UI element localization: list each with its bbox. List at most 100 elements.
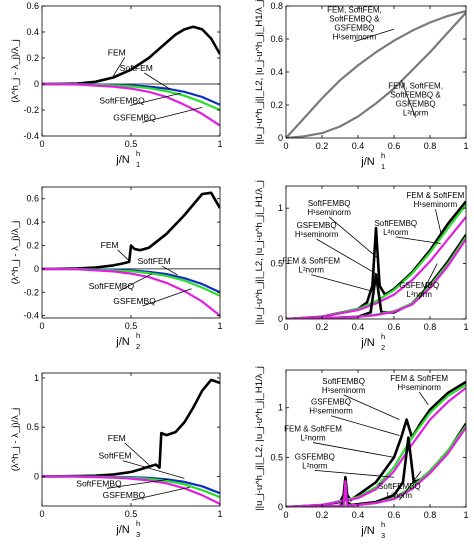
x-axis-label-sub: 1 [381,162,385,171]
y-tick-label: 0 [278,502,283,512]
x-axis-label: j/N [360,525,375,537]
x-axis-label: j/N [360,156,375,168]
annotation-label: H¹seminorm [333,33,377,42]
annotation-label: H¹seminorm [414,200,458,209]
x-tick-label: 0.4 [352,510,365,520]
annotation-label: H¹seminorm [309,407,353,416]
x-axis-label-sub: 2 [381,343,385,352]
annotation-label: GSFEMBQ [113,112,156,122]
x-axis-label-sup: h [381,520,385,529]
x-tick-label: 1 [217,139,222,149]
y-axis-label: ||u_j-u^h_j||_L2, |u_j-u^h_j|_H1/λ_j [254,0,265,144]
annotation-label: GSFEMBQ [297,221,337,230]
annotation-arrow [312,442,395,458]
series-line-e-0 [42,378,220,478]
y-axis-label: (λ^h_j - λ_j)/λ_j [10,39,21,103]
x-tick-label: 0.4 [352,141,365,151]
x-axis-label-sup: h [136,331,140,340]
annotation-label: GSFEMBQ [113,296,156,306]
annotation-label: FEM [108,433,126,443]
annotation-label: GSFEMBQ [311,398,351,407]
annotation-arrow [112,57,126,77]
chart-panel-b: 0 0.2 0.4 0.6 0.8 1 0 0.2 0.4 0.6 0.8 j/N h 1 ||u_j-u^… [254,0,469,171]
series-line-c-3 [42,267,220,317]
y-tick-label: 0 [278,133,283,143]
series-line-d-5 [286,238,466,319]
annotation-label: SoftFEMBQ [374,219,417,228]
annotation-label: L²norm [300,434,326,443]
annotation-arrow [316,238,379,276]
axes-box [285,369,467,508]
x-tick-label: 0.5 [125,509,138,519]
x-tick-label: 0.6 [388,322,401,332]
series-line-f-5 [286,426,466,507]
annotation-label: SoftFEM [98,451,131,461]
axes-box [285,5,467,139]
y-tick-label: 0.5 [270,452,283,462]
annotation-label: FEM, SoftFEM, [327,6,382,15]
y-tick-label: 0.5 [26,422,39,432]
annotation-arrow [418,263,438,300]
x-tick-label: 0 [283,510,288,520]
annotation-label: FEM [101,240,119,250]
y-tick-label: 0.4 [270,67,283,77]
annotation-label: SoftFEM [120,63,153,73]
y-tick-label: 1 [278,403,283,413]
y-tick-label: 0.6 [270,34,283,44]
annotation-arrow [354,28,395,42]
annotation-label: H¹seminorm [322,386,366,395]
annotation-label: L²norm [403,109,429,118]
x-tick-label: 0.5 [125,321,138,331]
x-axis-label-sub: 3 [136,530,140,539]
annotation-arrow [117,249,130,261]
y-axis-label: ||u_j-u^h_j||_L2, |u_j-u^h_j|_H1/λ_j [254,180,265,325]
y-tick-label: 0.2 [270,100,283,110]
series-line-c-0 [42,191,220,271]
y-tick-label: 0 [34,264,39,274]
x-tick-label: 0.2 [316,322,329,332]
annotation-arrow [144,72,171,90]
annotation-label: L²norm [302,461,328,470]
annotation-label: FEM & SoftFEM [284,425,342,434]
y-tick-label: 0.2 [26,240,39,250]
annotation-label: L²norm [383,228,409,237]
x-tick-label: 0.8 [424,322,437,332]
series-line-a-0 [42,25,220,86]
annotation-label: L²norm [387,491,413,500]
annotation-label: L²norm [407,290,433,299]
chart-panel-d: 0 0.2 0.4 0.6 0.8 1 0 0.5 1 j/N h 2 ||u_j-u^h_j||_L2… [254,180,469,352]
y-tick-label: -0.4 [23,131,39,141]
x-tick-label: 1 [217,509,222,519]
chart-panel-a: 0 0.5 1 -0.4 -0.2 0 0.2 0.4 0.6 j/N h 1 (λ^h_j - λ_j… [10,1,223,169]
annotation-label: SoftFEMBQ [76,478,122,488]
y-tick-label: 0 [278,314,283,324]
annotation-arrow [131,486,190,501]
annotation-label: SoftFEM [138,256,171,266]
annotation-arrow [130,92,181,106]
y-tick-label: 0 [34,79,39,89]
annotation-arrow [311,274,373,292]
series-line-e-3 [42,475,220,505]
series-line-a-3 [42,82,220,127]
x-tick-label: 0 [39,321,44,331]
x-tick-label: 0.6 [388,510,401,520]
annotation-arrow [330,415,400,436]
annotation-arrow [418,391,429,405]
x-tick-label: 0.2 [316,141,329,151]
annotation-arrow [328,216,379,259]
annotation-arrow [314,469,395,478]
y-tick-label: 0.4 [26,217,39,227]
x-tick-label: 0 [39,509,44,519]
x-tick-label: 0.8 [424,510,437,520]
x-tick-label: 0.6 [388,141,401,151]
annotation-label: GSFEMBQ [396,100,436,109]
annotation-label: GSFEMBQ [103,490,146,500]
annotation-label: GSFEMBQ [334,24,374,33]
annotation-label: GSFEMBQ [295,452,335,461]
axes-box [285,185,467,320]
annotation-label: FEM & SoftFEM [390,374,448,383]
annotation-label: SoftFEMBQ [308,199,351,208]
y-tick-label: 1 [278,203,283,213]
annotation-label: SoftFEMBQ [99,96,145,106]
y-tick-label: 1 [34,373,39,383]
